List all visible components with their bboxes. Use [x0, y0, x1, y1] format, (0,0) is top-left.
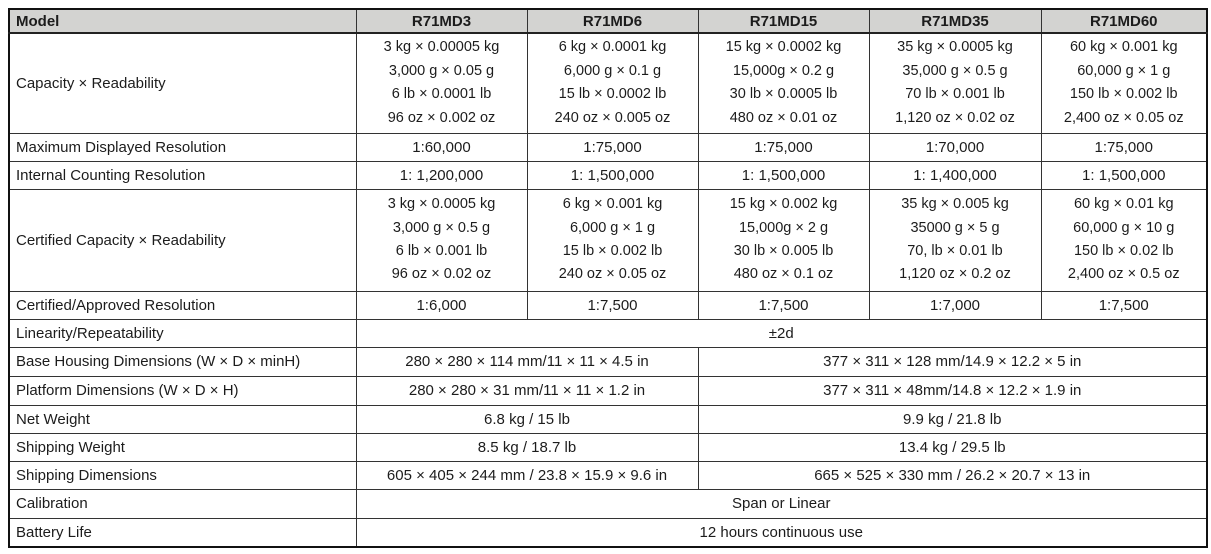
row-label-base-housing: Base Housing Dimensions (W × D × minH): [8, 346, 357, 377]
row-label-max-displayed-resolution: Maximum Displayed Resolution: [8, 132, 357, 162]
cert-capacity-cell-r71md6: 6 kg × 0.001 kg 6,000 g × 1 g 15 lb × 0.…: [526, 188, 699, 292]
shipping-weight-cell-group1: 8.5 kg / 18.7 lb: [355, 432, 699, 462]
header-model-label: Model: [8, 8, 357, 34]
row-certified-capacity-readability: Certified Capacity × Readability 3 kg × …: [8, 188, 1208, 292]
row-max-displayed-resolution: Maximum Displayed Resolution 1:60,000 1:…: [8, 132, 1208, 162]
shipping-dimensions-cell-group1: 605 × 405 × 244 mm / 23.8 × 15.9 × 9.6 i…: [355, 460, 699, 490]
header-col-r71md6: R71MD6: [526, 8, 699, 34]
model-spec-table: Model R71MD3 R71MD6 R71MD15 R71MD35 R71M…: [8, 8, 1208, 548]
linearity-cell-all-models: ±2d: [355, 318, 1208, 348]
int-res-cell-r71md6: 1: 1,500,000: [526, 160, 699, 190]
header-col-r71md15: R71MD15: [697, 8, 870, 34]
capacity-cell-r71md35: 35 kg × 0.0005 kg 35,000 g × 0.5 g 70 lb…: [868, 32, 1042, 134]
row-label-capacity: Capacity × Readability: [8, 32, 357, 134]
cert-res-cell-r71md3: 1:6,000: [355, 290, 528, 320]
row-label-certified-capacity: Certified Capacity × Readability: [8, 188, 357, 292]
row-label-certified-approved-resolution: Certified/Approved Resolution: [8, 290, 357, 320]
cert-capacity-cell-r71md15: 15 kg × 0.002 kg 15,000g × 2 g 30 lb × 0…: [697, 188, 870, 292]
max-res-cell-r71md6: 1:75,000: [526, 132, 699, 162]
battery-life-cell-all-models: 12 hours continuous use: [355, 517, 1208, 548]
capacity-cell-r71md6: 6 kg × 0.0001 kg 6,000 g × 0.1 g 15 lb ×…: [526, 32, 699, 134]
row-internal-counting-resolution: Internal Counting Resolution 1: 1,200,00…: [8, 160, 1208, 190]
row-shipping-dimensions: Shipping Dimensions 605 × 405 × 244 mm /…: [8, 460, 1208, 490]
row-shipping-weight: Shipping Weight 8.5 kg / 18.7 lb 13.4 kg…: [8, 432, 1208, 462]
capacity-cell-r71md60: 60 kg × 0.001 kg 60,000 g × 1 g 150 lb ×…: [1040, 32, 1208, 134]
row-certified-approved-resolution: Certified/Approved Resolution 1:6,000 1:…: [8, 290, 1208, 320]
cert-res-cell-r71md6: 1:7,500: [526, 290, 699, 320]
row-capacity-readability: Capacity × Readability 3 kg × 0.00005 kg…: [8, 32, 1208, 134]
shipping-weight-cell-group2: 13.4 kg / 29.5 lb: [697, 432, 1208, 462]
capacity-cell-r71md15: 15 kg × 0.0002 kg 15,000g × 0.2 g 30 lb …: [697, 32, 870, 134]
max-res-cell-r71md35: 1:70,000: [868, 132, 1042, 162]
row-platform-dimensions: Platform Dimensions (W × D × H) 280 × 28…: [8, 375, 1208, 406]
row-linearity-repeatability: Linearity/Repeatability ±2d: [8, 318, 1208, 348]
max-res-cell-r71md15: 1:75,000: [697, 132, 870, 162]
int-res-cell-r71md15: 1: 1,500,000: [697, 160, 870, 190]
row-label-calibration: Calibration: [8, 488, 357, 519]
shipping-dimensions-cell-group2: 665 × 525 × 330 mm / 26.2 × 20.7 × 13 in: [697, 460, 1208, 490]
platform-cell-group1: 280 × 280 × 31 mm/11 × 11 × 1.2 in: [355, 375, 699, 406]
net-weight-cell-group2: 9.9 kg / 21.8 lb: [697, 404, 1208, 434]
row-battery-life: Battery Life 12 hours continuous use: [8, 517, 1208, 548]
row-label-shipping-dimensions: Shipping Dimensions: [8, 460, 357, 490]
cert-res-cell-r71md60: 1:7,500: [1040, 290, 1208, 320]
row-label-battery-life: Battery Life: [8, 517, 357, 548]
calibration-cell-all-models: Span or Linear: [355, 488, 1208, 519]
row-net-weight: Net Weight 6.8 kg / 15 lb 9.9 kg / 21.8 …: [8, 404, 1208, 434]
base-housing-cell-group1: 280 × 280 × 114 mm/11 × 11 × 4.5 in: [355, 346, 699, 377]
row-calibration: Calibration Span or Linear: [8, 488, 1208, 519]
header-row: Model R71MD3 R71MD6 R71MD15 R71MD35 R71M…: [8, 8, 1208, 34]
cert-capacity-cell-r71md3: 3 kg × 0.0005 kg 3,000 g × 0.5 g 6 lb × …: [355, 188, 528, 292]
cert-res-cell-r71md35: 1:7,000: [868, 290, 1042, 320]
cert-res-cell-r71md15: 1:7,500: [697, 290, 870, 320]
cert-capacity-cell-r71md35: 35 kg × 0.005 kg 35000 g × 5 g 70, lb × …: [868, 188, 1042, 292]
platform-cell-group2: 377 × 311 × 48mm/14.8 × 12.2 × 1.9 in: [697, 375, 1208, 406]
capacity-cell-r71md3: 3 kg × 0.00005 kg 3,000 g × 0.05 g 6 lb …: [355, 32, 528, 134]
int-res-cell-r71md3: 1: 1,200,000: [355, 160, 528, 190]
net-weight-cell-group1: 6.8 kg / 15 lb: [355, 404, 699, 434]
row-label-internal-counting-resolution: Internal Counting Resolution: [8, 160, 357, 190]
row-label-linearity: Linearity/Repeatability: [8, 318, 357, 348]
row-base-housing-dimensions: Base Housing Dimensions (W × D × minH) 2…: [8, 346, 1208, 377]
header-col-r71md35: R71MD35: [868, 8, 1042, 34]
header-col-r71md3: R71MD3: [355, 8, 528, 34]
base-housing-cell-group2: 377 × 311 × 128 mm/14.9 × 12.2 × 5 in: [697, 346, 1208, 377]
row-label-net-weight: Net Weight: [8, 404, 357, 434]
row-label-platform: Platform Dimensions (W × D × H): [8, 375, 357, 406]
row-label-shipping-weight: Shipping Weight: [8, 432, 357, 462]
max-res-cell-r71md3: 1:60,000: [355, 132, 528, 162]
int-res-cell-r71md60: 1: 1,500,000: [1040, 160, 1208, 190]
max-res-cell-r71md60: 1:75,000: [1040, 132, 1208, 162]
cert-capacity-cell-r71md60: 60 kg × 0.01 kg 60,000 g × 10 g 150 lb ×…: [1040, 188, 1208, 292]
int-res-cell-r71md35: 1: 1,400,000: [868, 160, 1042, 190]
header-col-r71md60: R71MD60: [1040, 8, 1208, 34]
